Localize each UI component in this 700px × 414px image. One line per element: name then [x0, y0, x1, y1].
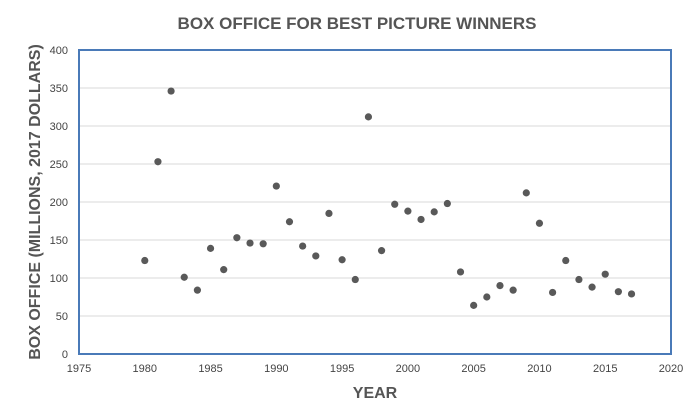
data-point-1990 — [272, 182, 280, 190]
data-point-2013 — [575, 275, 583, 284]
data-point-1988 — [246, 239, 254, 247]
data-point-1994 — [325, 209, 333, 217]
gridlines — [79, 87, 671, 317]
x-tick-label: 2005 — [461, 363, 485, 375]
y-tick-label: 300 — [50, 121, 68, 133]
data-point-1997 — [364, 113, 373, 121]
data-points — [141, 87, 636, 309]
data-point-1989 — [259, 240, 267, 248]
x-axis-title: YEAR — [353, 385, 398, 402]
data-point-2010 — [535, 219, 544, 227]
data-point-1993 — [312, 252, 320, 260]
data-point-1982 — [167, 87, 175, 95]
data-point-1984 — [193, 286, 201, 294]
x-tick-label: 2000 — [396, 363, 420, 375]
data-point-1999 — [391, 200, 399, 208]
data-point-2006 — [483, 293, 491, 301]
data-point-2000 — [404, 207, 412, 215]
x-tick-label: 1985 — [198, 363, 222, 375]
plot-area-border — [78, 49, 672, 355]
x-tick-label: 1990 — [264, 363, 288, 375]
data-point-1985 — [206, 244, 215, 252]
y-axis-title: BOX OFFICE (MILLIONS, 2017 DOLLARS) — [27, 44, 44, 360]
data-point-2007 — [496, 282, 504, 290]
x-tick-label: 2020 — [659, 363, 683, 375]
data-point-2012 — [562, 256, 570, 265]
data-point-2002 — [430, 208, 438, 216]
data-point-2015 — [601, 270, 609, 278]
y-axis-ticks: 0 50 100 150 200 250 300 350 400 — [50, 45, 68, 361]
data-point-2004 — [456, 268, 465, 276]
data-point-1995 — [338, 256, 346, 264]
y-tick-label: 100 — [50, 273, 68, 285]
data-point-2008 — [509, 286, 517, 294]
y-tick-label: 350 — [50, 83, 68, 95]
y-tick-label: 150 — [50, 235, 68, 247]
data-point-2005 — [470, 301, 478, 309]
data-point-1996 — [351, 275, 359, 284]
chart-title: BOX OFFICE FOR BEST PICTURE WINNERS — [178, 14, 537, 33]
data-point-1986 — [220, 266, 228, 274]
data-point-2016 — [614, 288, 622, 296]
y-tick-label: 50 — [56, 311, 68, 323]
x-tick-label: 1995 — [330, 363, 354, 375]
data-point-2017 — [627, 290, 636, 298]
x-tick-label: 1975 — [67, 363, 91, 375]
data-point-2003 — [443, 199, 451, 208]
data-point-1991 — [285, 218, 294, 226]
data-point-2014 — [588, 283, 596, 291]
data-point-2009 — [522, 189, 530, 197]
data-point-1980 — [141, 256, 149, 265]
y-tick-label: 250 — [50, 159, 68, 171]
y-tick-label: 400 — [50, 45, 68, 57]
x-axis-ticks: 1975 1980 1985 1990 1995 2000 2005 2010 2015 2020 — [67, 363, 683, 375]
data-point-1998 — [377, 247, 386, 255]
y-tick-label: 200 — [50, 197, 68, 209]
data-point-1983 — [180, 273, 188, 281]
x-tick-label: 2015 — [593, 363, 617, 375]
data-point-2011 — [549, 288, 557, 297]
data-point-1987 — [233, 234, 241, 242]
data-point-1992 — [299, 242, 307, 250]
x-tick-label: 1980 — [133, 363, 157, 375]
y-tick-label: 0 — [62, 349, 68, 361]
data-point-1981 — [154, 158, 162, 166]
x-tick-label: 2010 — [527, 363, 551, 375]
data-point-2001 — [417, 215, 425, 224]
